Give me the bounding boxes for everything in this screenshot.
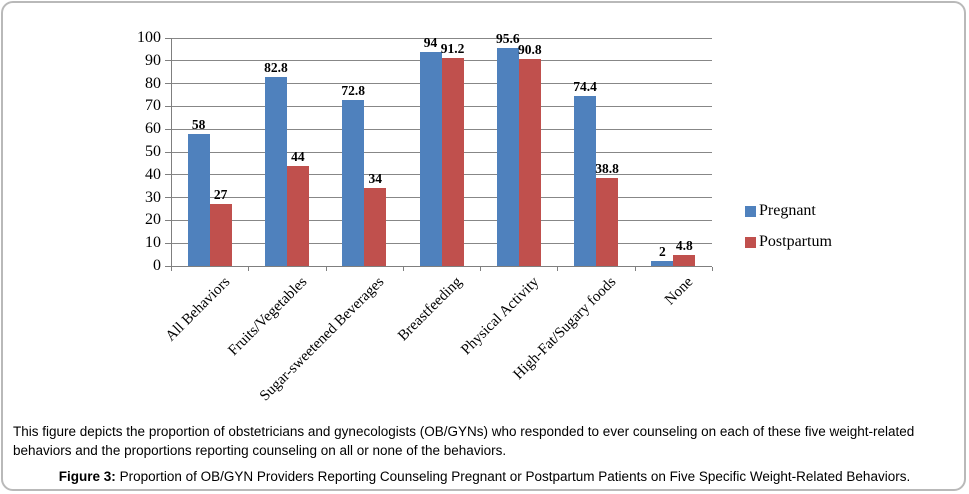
y-axis-tick-label: 90 xyxy=(145,51,161,69)
bar-value-label: 74.4 xyxy=(573,79,597,95)
legend-label: Pregnant xyxy=(759,202,816,219)
x-category-label: High-Fat/Sugary foods xyxy=(510,274,620,383)
legend-item: Postpartum xyxy=(745,233,832,251)
x-axis-tick xyxy=(248,267,250,271)
bar-value-label: 72.8 xyxy=(341,83,366,99)
bar-value-label: 44 xyxy=(291,148,305,164)
x-axis-tick xyxy=(480,267,482,271)
bar-value-label: 90.8 xyxy=(517,41,542,57)
y-axis-tick xyxy=(165,242,171,244)
bar-value-label: 82.8 xyxy=(264,60,288,76)
postpartum-bar xyxy=(673,255,696,266)
pregnant-bar xyxy=(419,51,442,266)
y-axis-tick xyxy=(165,151,171,153)
caption-figure-line: Figure 3: Proportion of OB/GYN Providers… xyxy=(13,468,956,487)
y-axis-tick-label: 30 xyxy=(145,188,161,206)
pregnant-bar xyxy=(342,100,365,266)
pregnant-bar xyxy=(187,133,210,266)
chart-legend: Pregnant Postpartum xyxy=(745,202,832,264)
figure-caption: This figure depicts the proportion of ob… xyxy=(13,423,956,487)
pregnant-bar xyxy=(264,77,287,266)
figure-number-label: Figure 3: xyxy=(58,469,116,484)
y-axis-tick xyxy=(165,83,171,85)
x-axis-tick xyxy=(634,267,636,271)
y-axis-tick-label: 50 xyxy=(145,143,161,160)
bar-value-label: 94 xyxy=(423,34,438,50)
y-axis-tick-label: 70 xyxy=(145,97,161,115)
bar-value-label: 58 xyxy=(191,116,206,132)
y-axis-tick xyxy=(165,219,171,221)
figure-title-text: Proportion of OB/GYN Providers Reporting… xyxy=(115,469,911,484)
pregnant-bar xyxy=(574,96,597,266)
y-axis-tick xyxy=(165,60,171,62)
x-axis-tick xyxy=(402,267,404,271)
y-axis-line xyxy=(171,38,172,270)
y-axis-tick-label: 20 xyxy=(145,211,161,229)
y-axis-tick-label: 10 xyxy=(145,234,161,252)
y-axis-tick xyxy=(165,265,171,267)
legend-swatch-icon xyxy=(745,236,756,248)
postpartum-bar xyxy=(441,58,464,266)
pregnant-bar xyxy=(651,261,674,266)
y-axis-tick-label: 80 xyxy=(145,74,161,92)
bar-value-label: 91.2 xyxy=(440,41,465,57)
y-axis-tick xyxy=(165,174,171,176)
postpartum-bar xyxy=(596,177,619,266)
x-category-label: Physical Activity xyxy=(458,274,543,359)
x-axis-tick xyxy=(557,267,559,271)
y-axis-tick xyxy=(165,105,171,107)
bar-value-label: 27 xyxy=(213,187,228,203)
postpartum-bar xyxy=(209,204,232,266)
y-axis-tick xyxy=(165,37,171,39)
postpartum-bar xyxy=(286,165,309,266)
x-category-label: Breastfeeding xyxy=(394,274,465,345)
bar-value-label: 4.8 xyxy=(675,238,693,254)
bar-chart: 0 10 20 30 40 50 60 70 80 90 100 58 82.8 72.8 94 95.6 74… xyxy=(3,3,964,423)
x-category-label: None xyxy=(662,274,697,309)
postpartum-bar xyxy=(518,58,541,266)
x-category-label: Sugar-sweetened Beverages xyxy=(257,274,388,405)
y-axis-tick xyxy=(165,128,171,130)
bar-value-label: 34 xyxy=(368,171,382,187)
bar-value-label: 95.6 xyxy=(495,31,520,47)
x-category-label: Fruits/Vegetables xyxy=(225,274,311,359)
x-axis-tick xyxy=(325,267,327,271)
y-axis-tick-label: 60 xyxy=(145,120,161,138)
legend-label: Postpartum xyxy=(759,233,832,250)
legend-item: Pregnant xyxy=(745,202,832,220)
x-axis-tick xyxy=(712,267,713,271)
y-axis-tick-label: 100 xyxy=(137,29,161,46)
x-axis-tick xyxy=(171,267,172,271)
x-axis-line xyxy=(171,266,712,267)
caption-description: This figure depicts the proportion of ob… xyxy=(13,424,915,458)
y-axis-tick-label: 0 xyxy=(153,257,161,274)
bar-value-label: 38.8 xyxy=(595,160,619,176)
x-category-label: All Behaviors xyxy=(162,274,233,345)
y-gridline xyxy=(171,37,712,39)
bar-value-label: 2 xyxy=(658,244,666,260)
legend-swatch-icon xyxy=(745,205,756,217)
postpartum-bar xyxy=(364,188,387,266)
y-axis-tick-label: 40 xyxy=(145,165,161,183)
y-axis-tick xyxy=(165,197,171,199)
pregnant-bar xyxy=(496,48,519,266)
